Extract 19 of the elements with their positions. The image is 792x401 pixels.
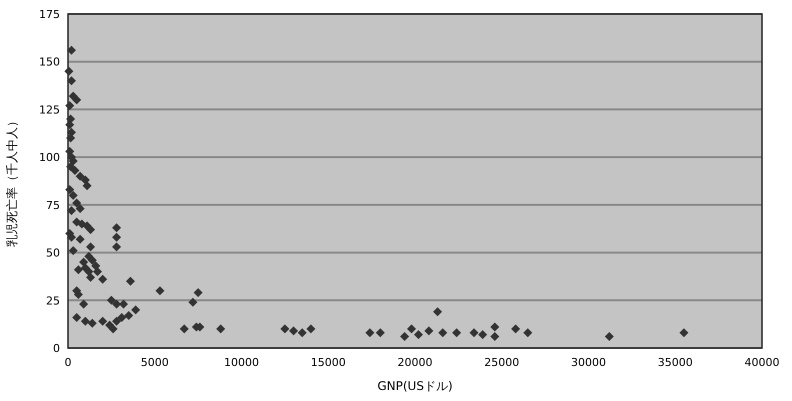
x-tick-label: 0 <box>64 356 72 369</box>
y-tick-label: 100 <box>39 151 60 164</box>
y-tick-label: 75 <box>46 198 60 212</box>
y-tick-label: 50 <box>46 246 60 260</box>
x-axis-title: GNP(USドル) <box>377 379 453 393</box>
y-tick-label: 175 <box>39 8 60 21</box>
x-tick-label: 40000 <box>744 356 780 369</box>
x-tick-label: 10000 <box>224 356 259 369</box>
y-tick-label: 150 <box>39 56 60 69</box>
y-tick-label: 0 <box>53 342 60 355</box>
x-tick-label: 35000 <box>658 356 693 369</box>
x-tick-label: 20000 <box>398 356 432 369</box>
x-tick-label: 30000 <box>571 356 606 369</box>
x-tick-label: 5000 <box>140 356 169 369</box>
y-tick-label: 25 <box>46 294 60 308</box>
x-tick-label: 15000 <box>310 356 346 369</box>
y-tick-label: 125 <box>39 103 60 116</box>
x-tick-label: 25000 <box>484 356 520 369</box>
y-axis-title: 乳児死亡率（千人中人） <box>5 115 19 247</box>
